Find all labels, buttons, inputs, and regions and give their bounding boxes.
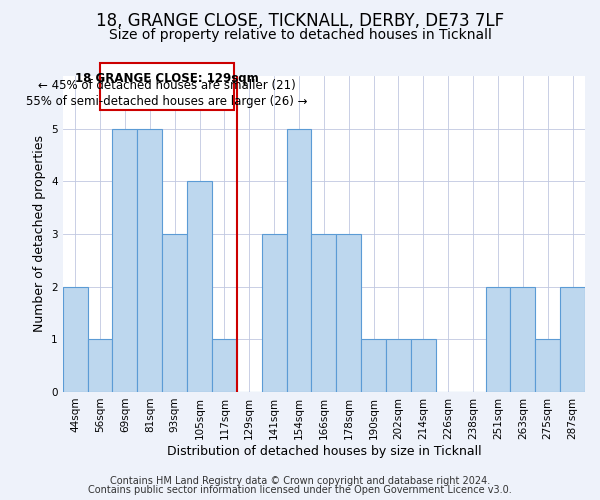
Bar bbox=[287, 128, 311, 392]
Bar bbox=[112, 128, 137, 392]
Bar bbox=[88, 340, 112, 392]
Y-axis label: Number of detached properties: Number of detached properties bbox=[33, 136, 46, 332]
Bar bbox=[187, 182, 212, 392]
Bar bbox=[262, 234, 287, 392]
Bar bbox=[485, 286, 511, 392]
Bar bbox=[411, 340, 436, 392]
Text: 55% of semi-detached houses are larger (26) →: 55% of semi-detached houses are larger (… bbox=[26, 95, 308, 108]
Bar bbox=[212, 340, 237, 392]
Bar bbox=[386, 340, 411, 392]
Bar bbox=[162, 234, 187, 392]
X-axis label: Distribution of detached houses by size in Ticknall: Distribution of detached houses by size … bbox=[167, 444, 481, 458]
Text: 18 GRANGE CLOSE: 129sqm: 18 GRANGE CLOSE: 129sqm bbox=[76, 72, 259, 86]
Bar bbox=[100, 63, 235, 110]
Bar bbox=[361, 340, 386, 392]
Bar bbox=[560, 286, 585, 392]
Bar bbox=[137, 128, 162, 392]
Bar bbox=[511, 286, 535, 392]
Bar bbox=[337, 234, 361, 392]
Text: Contains public sector information licensed under the Open Government Licence v3: Contains public sector information licen… bbox=[88, 485, 512, 495]
Text: Contains HM Land Registry data © Crown copyright and database right 2024.: Contains HM Land Registry data © Crown c… bbox=[110, 476, 490, 486]
Bar bbox=[63, 286, 88, 392]
Bar bbox=[535, 340, 560, 392]
Text: Size of property relative to detached houses in Ticknall: Size of property relative to detached ho… bbox=[109, 28, 491, 42]
Text: ← 45% of detached houses are smaller (21): ← 45% of detached houses are smaller (21… bbox=[38, 79, 296, 92]
Text: 18, GRANGE CLOSE, TICKNALL, DERBY, DE73 7LF: 18, GRANGE CLOSE, TICKNALL, DERBY, DE73 … bbox=[96, 12, 504, 30]
Bar bbox=[311, 234, 337, 392]
